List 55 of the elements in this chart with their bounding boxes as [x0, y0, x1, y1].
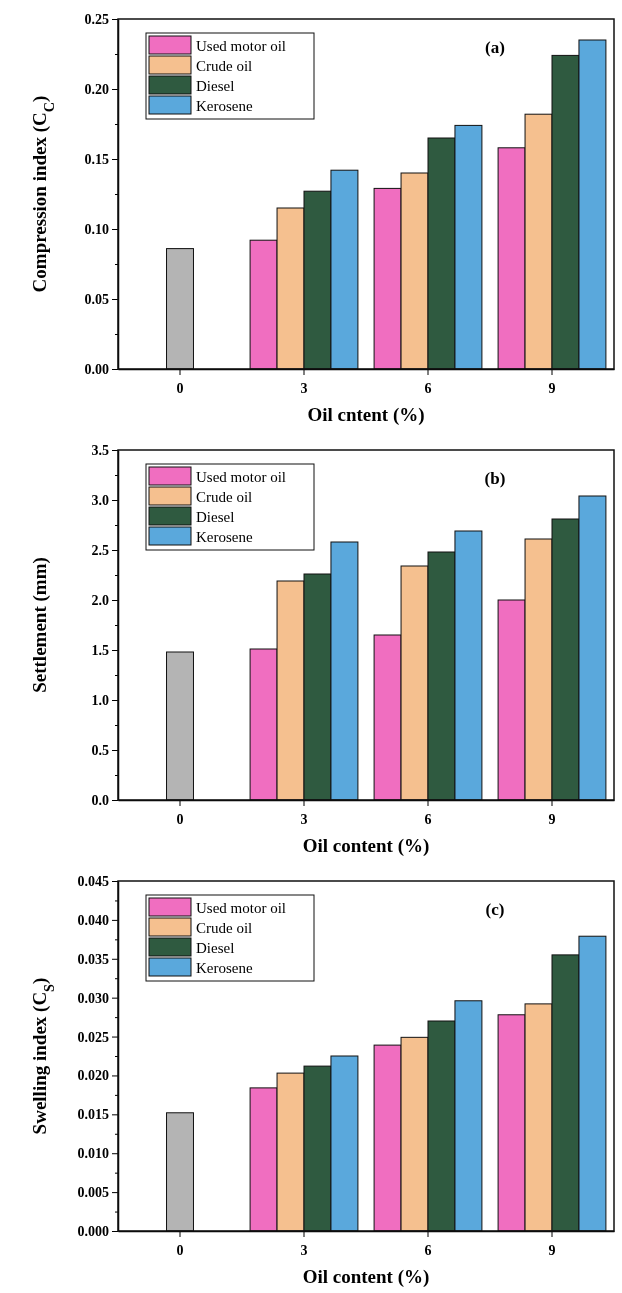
legend-label: Crude oil: [196, 58, 253, 74]
y-tick-label: 0.020: [77, 1068, 109, 1084]
legend-label: Kerosene: [196, 529, 253, 545]
y-tick-label: 3.0: [91, 492, 109, 508]
y-tick-label: 1.5: [91, 642, 109, 658]
legend-label: Crude oil: [196, 489, 253, 505]
x-tick-label: 6: [424, 812, 432, 828]
x-axis-title: Oil content (%): [302, 1266, 430, 1288]
x-axis-title: Oil content (%): [302, 835, 430, 857]
y-tick-label: 0.5: [91, 742, 109, 758]
y-tick-label: 0.010: [77, 1146, 109, 1162]
y-tick-label: 0.000: [77, 1223, 109, 1239]
x-tick-label: 3: [300, 381, 308, 397]
y-tick-label: 0.0: [91, 792, 109, 808]
legend-label: Diesel: [196, 940, 235, 956]
y-tick-label: 0.015: [77, 1107, 109, 1123]
y-tick-label: 0.030: [77, 990, 109, 1006]
y-tick-label: 0.040: [77, 912, 109, 928]
x-axis-title: Oil cntent (%): [307, 404, 425, 426]
annotation: (c): [485, 900, 505, 919]
y-tick-label: 3.5: [91, 442, 109, 458]
x-tick-label: 0: [176, 381, 184, 397]
x-tick-label: 3: [300, 812, 308, 828]
y-tick-label: 0.035: [77, 951, 109, 967]
y-tick-label: 0.005: [77, 1185, 109, 1201]
y-tick-label: 2.5: [91, 542, 109, 558]
x-tick-label: 0: [176, 1243, 184, 1259]
y-tick-label: 0.10: [84, 221, 109, 237]
y-tick-label: 2.0: [91, 592, 109, 608]
legend-label: Kerosene: [196, 960, 253, 976]
x-tick-label: 3: [300, 1243, 308, 1259]
x-tick-label: 9: [548, 381, 556, 397]
y-tick-label: 0.045: [77, 873, 109, 889]
annotation: (a): [485, 38, 505, 57]
x-tick-label: 0: [176, 812, 184, 828]
legend-label: Diesel: [196, 509, 235, 525]
legend-label: Used motor oil: [196, 469, 286, 485]
legend-label: Used motor oil: [196, 38, 286, 54]
legend-label: Diesel: [196, 78, 235, 94]
x-tick-label: 6: [424, 381, 432, 397]
legend-label: Crude oil: [196, 920, 253, 936]
y-tick-label: 0.15: [84, 151, 109, 167]
legend-label: Used motor oil: [196, 900, 286, 916]
x-tick-label: 6: [424, 1243, 432, 1259]
legend-label: Kerosene: [196, 98, 253, 114]
y-axis-title: Settlement (mm): [29, 557, 51, 693]
x-tick-label: 9: [548, 1243, 556, 1259]
annotation: (b): [484, 469, 506, 488]
y-tick-label: 0.025: [77, 1029, 109, 1045]
x-tick-label: 9: [548, 812, 556, 828]
y-tick-label: 0.20: [84, 81, 109, 97]
y-tick-label: 0.25: [84, 11, 109, 27]
y-tick-label: 1.0: [91, 692, 109, 708]
y-tick-label: 0.00: [84, 361, 109, 377]
y-tick-label: 0.05: [84, 291, 109, 307]
